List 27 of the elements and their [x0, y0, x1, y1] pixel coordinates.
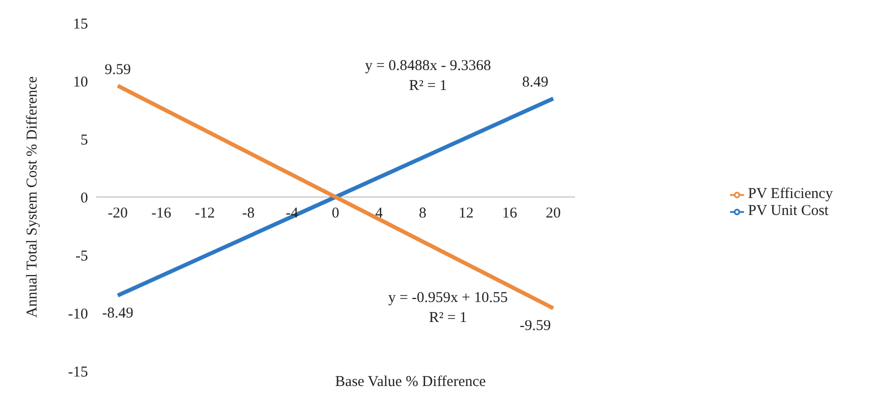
y-tick-label: 10	[73, 74, 88, 90]
y-tick-label: -10	[68, 306, 88, 322]
data-label: -9.59	[520, 318, 551, 334]
x-tick-label: -12	[194, 206, 215, 222]
x-tick-label: 20	[546, 206, 561, 222]
annotation: y = 0.8488x - 9.3368 R² = 1	[364, 57, 492, 96]
data-label: -8.49	[102, 305, 134, 322]
annotation: y = -0.959x + 10.55 R² = 1	[388, 290, 508, 326]
x-tick-label: 4	[375, 206, 384, 222]
legend-label: PV Efficiency	[748, 186, 833, 202]
x-tick-label: 0	[332, 206, 340, 222]
y-tick-label: 5	[80, 132, 88, 148]
data-label: 8.49	[522, 74, 548, 91]
x-axis-title: Base Value % Difference	[334, 374, 487, 391]
x-tick-label: 8	[418, 206, 426, 222]
y-axis-title: Annual Total System Cost % Difference	[24, 76, 40, 318]
y-tick-label: 0	[80, 190, 88, 206]
data-label: 9.59	[104, 62, 131, 78]
legend-label: PV Unit Cost	[748, 203, 829, 219]
x-tick-label: 12	[458, 206, 474, 222]
x-tick-label: -8	[242, 206, 255, 222]
x-tick-label: -20	[108, 206, 128, 222]
y-tick-label: -15	[68, 364, 88, 380]
y-tick-label: 15	[73, 16, 88, 32]
x-tick-label: 16	[502, 206, 518, 222]
x-tick-label: -16	[151, 206, 172, 222]
y-tick-label: -5	[76, 248, 88, 264]
